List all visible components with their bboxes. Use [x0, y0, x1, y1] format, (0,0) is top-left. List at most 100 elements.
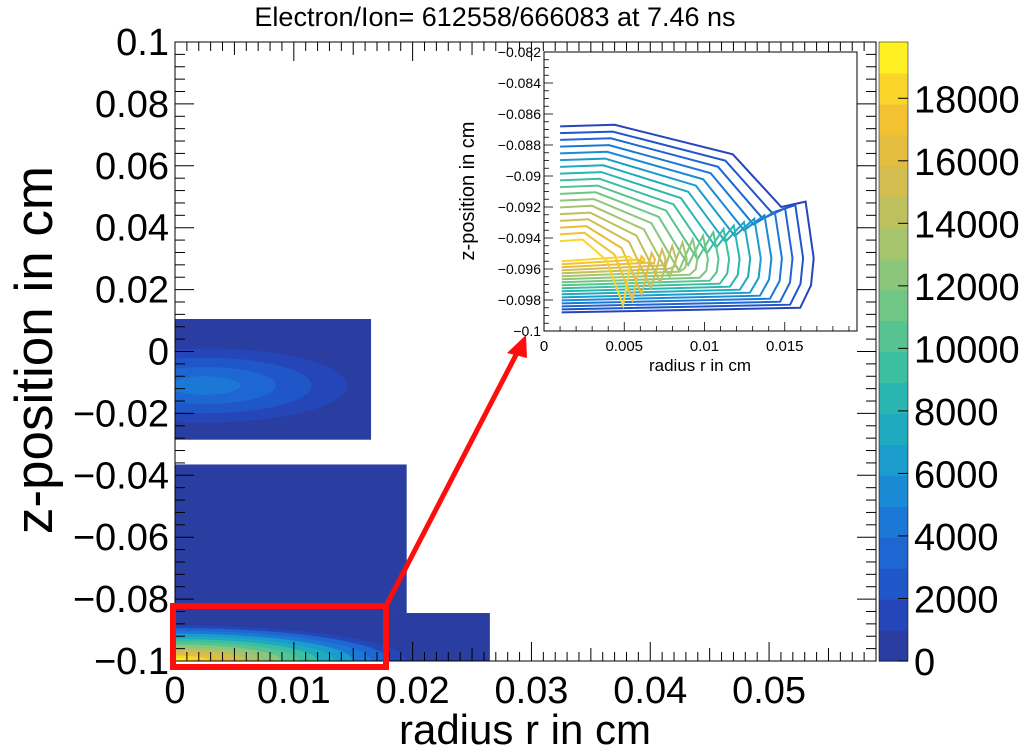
inset-contour-line — [560, 150, 773, 302]
inset-y-tick-label: −0.084 — [498, 75, 541, 91]
inset-contour-line — [560, 171, 741, 293]
main-y-tick-label: 0.08 — [95, 84, 169, 126]
colorbar-tick-label: 12000 — [914, 267, 1020, 309]
colorbar-swatch — [879, 320, 908, 353]
inset-contour-line — [560, 123, 815, 314]
inset-x-axis: 0 0.005 0.01 0.015 — [540, 322, 850, 355]
inset-x-axis-label: radius r in cm — [649, 356, 751, 375]
inset-x-tick-label: 0.01 — [690, 338, 719, 355]
inset-x-tick-label: 0 — [540, 338, 548, 355]
colorbar-swatch — [879, 227, 908, 260]
colorbar-swatch — [879, 289, 908, 322]
colorbar-swatch — [879, 630, 908, 662]
heatmap-region — [175, 464, 407, 614]
inset-y-axis-label: z-position in cm — [457, 122, 479, 261]
inset-y-tick-label: −0.098 — [498, 292, 541, 308]
inset-contour-line — [560, 130, 805, 311]
colorbar-tick-label: 16000 — [914, 142, 1020, 184]
colorbar-swatch — [879, 42, 908, 74]
inset-y-tick-label: −0.092 — [498, 199, 541, 215]
colorbar-swatch — [879, 568, 908, 600]
colorbar-swatch — [879, 382, 908, 414]
inset-contour-line — [560, 164, 752, 296]
inset-plot: −0.1 −0.098 −0.096 −0.094 −0.092 −0.09 −0.088 −… — [457, 44, 858, 375]
heatmap-cells — [175, 319, 490, 661]
inset-y-tick-label: −0.096 — [498, 261, 541, 277]
main-y-tick-label: −0.04 — [73, 455, 169, 497]
inset-y-tick-label: −0.088 — [498, 137, 541, 153]
colorbar-swatch — [879, 599, 908, 631]
main-x-tick-label: 0.01 — [257, 670, 331, 712]
inset-contour-line — [560, 157, 762, 299]
main-x-axis: 0 0.01 0.02 0.03 0.04 0.05 — [164, 42, 877, 712]
main-x-tick-label: 0.05 — [732, 670, 806, 712]
inset-y-tick-label: −0.094 — [498, 230, 541, 246]
colorbar-frame — [878, 41, 909, 662]
heatmap-hotspot-cell — [175, 658, 193, 661]
inset-contour-line — [560, 231, 646, 304]
main-y-axis: −0.1 −0.08 −0.06 −0.04 −0.02 0 0.02 0.04 0.06 0.0… — [73, 22, 876, 683]
inset-y-tick-label: −0.082 — [498, 44, 541, 60]
inset-contour-line — [560, 204, 688, 279]
inset-contour-line — [560, 211, 678, 286]
inset-contour-line — [560, 137, 794, 308]
inset-y-tick-label: −0.1 — [513, 323, 541, 339]
main-y-tick-label: −0.08 — [73, 579, 169, 621]
main-y-tick-label: 0 — [148, 332, 169, 374]
main-y-tick-label: −0.06 — [73, 517, 169, 559]
inset-contour-line — [560, 191, 709, 284]
main-y-tick-label: 0.06 — [95, 146, 169, 188]
chart-title: Electron/Ion= 612558/666083 at 7.46 ns — [254, 2, 735, 32]
main-y-tick-label: −0.1 — [94, 641, 169, 683]
main-y-tick-label: −0.02 — [73, 393, 169, 435]
colorbar-swatch — [879, 134, 908, 167]
heatmap-hotspot-cell — [175, 376, 241, 395]
main-x-tick-label: 0.02 — [376, 670, 450, 712]
colorbar-swatch — [879, 413, 908, 445]
colorbar-tick-label: 6000 — [914, 454, 999, 496]
inset-y-axis: −0.1 −0.098 −0.096 −0.094 −0.092 −0.09 −0.088 −… — [498, 44, 553, 339]
inset-contour-line — [560, 144, 783, 305]
inset-contour-line — [560, 238, 637, 310]
main-y-tick-label: 0.1 — [116, 22, 169, 64]
main-x-axis-label: radius r in cm — [399, 706, 651, 749]
main-x-tick-label: 0 — [164, 670, 185, 712]
colorbar-swatches — [879, 42, 908, 662]
zoom-box — [170, 603, 389, 670]
colorbar-swatch — [879, 165, 908, 198]
colorbar-tick-label: 2000 — [914, 579, 999, 621]
colorbar-tick-label: 0 — [914, 642, 935, 684]
colorbar-tick-label: 10000 — [914, 329, 1020, 371]
inset-contour-line — [560, 225, 657, 298]
inset-y-tick-label: −0.086 — [498, 106, 541, 122]
colorbar-swatch — [879, 444, 908, 476]
colorbar-ticks: 0 2000 4000 6000 8000 10000 12000 14000 16000 180… — [898, 79, 1020, 684]
inset-contour-line — [560, 218, 667, 292]
colorbar-swatch — [879, 475, 908, 507]
inset-y-tick-label: −0.09 — [506, 168, 542, 184]
inset-contour-line — [560, 177, 731, 290]
colorbar-tick-label: 14000 — [914, 204, 1020, 246]
inset-contour-line — [560, 198, 699, 281]
inset-x-tick-label: 0.005 — [605, 338, 643, 355]
inset-x-tick-label: 0.015 — [766, 338, 804, 355]
main-y-tick-label: 0.02 — [95, 270, 169, 312]
main-y-tick-label: 0.04 — [95, 208, 169, 250]
inset-contours — [560, 123, 815, 314]
main-y-axis-label: z-position in cm — [5, 166, 64, 534]
colorbar-swatch — [879, 103, 908, 136]
zoom-arrow-head — [507, 335, 527, 358]
zoom-arrow-line — [383, 349, 521, 608]
colorbar-swatch — [879, 537, 908, 569]
colorbar-swatch — [879, 258, 908, 291]
main-x-tick-label: 0.03 — [494, 670, 568, 712]
colorbar-swatch — [879, 72, 908, 105]
colorbar-swatch — [879, 351, 908, 384]
colorbar-tick-label: 8000 — [914, 392, 999, 434]
colorbar-tick-label: 18000 — [914, 79, 1020, 121]
colorbar-swatch — [879, 506, 908, 538]
colorbar: 0 2000 4000 6000 8000 10000 12000 14000 16000 180… — [878, 41, 1020, 684]
colorbar-tick-label: 4000 — [914, 517, 999, 559]
main-x-tick-label: 0.04 — [613, 670, 687, 712]
